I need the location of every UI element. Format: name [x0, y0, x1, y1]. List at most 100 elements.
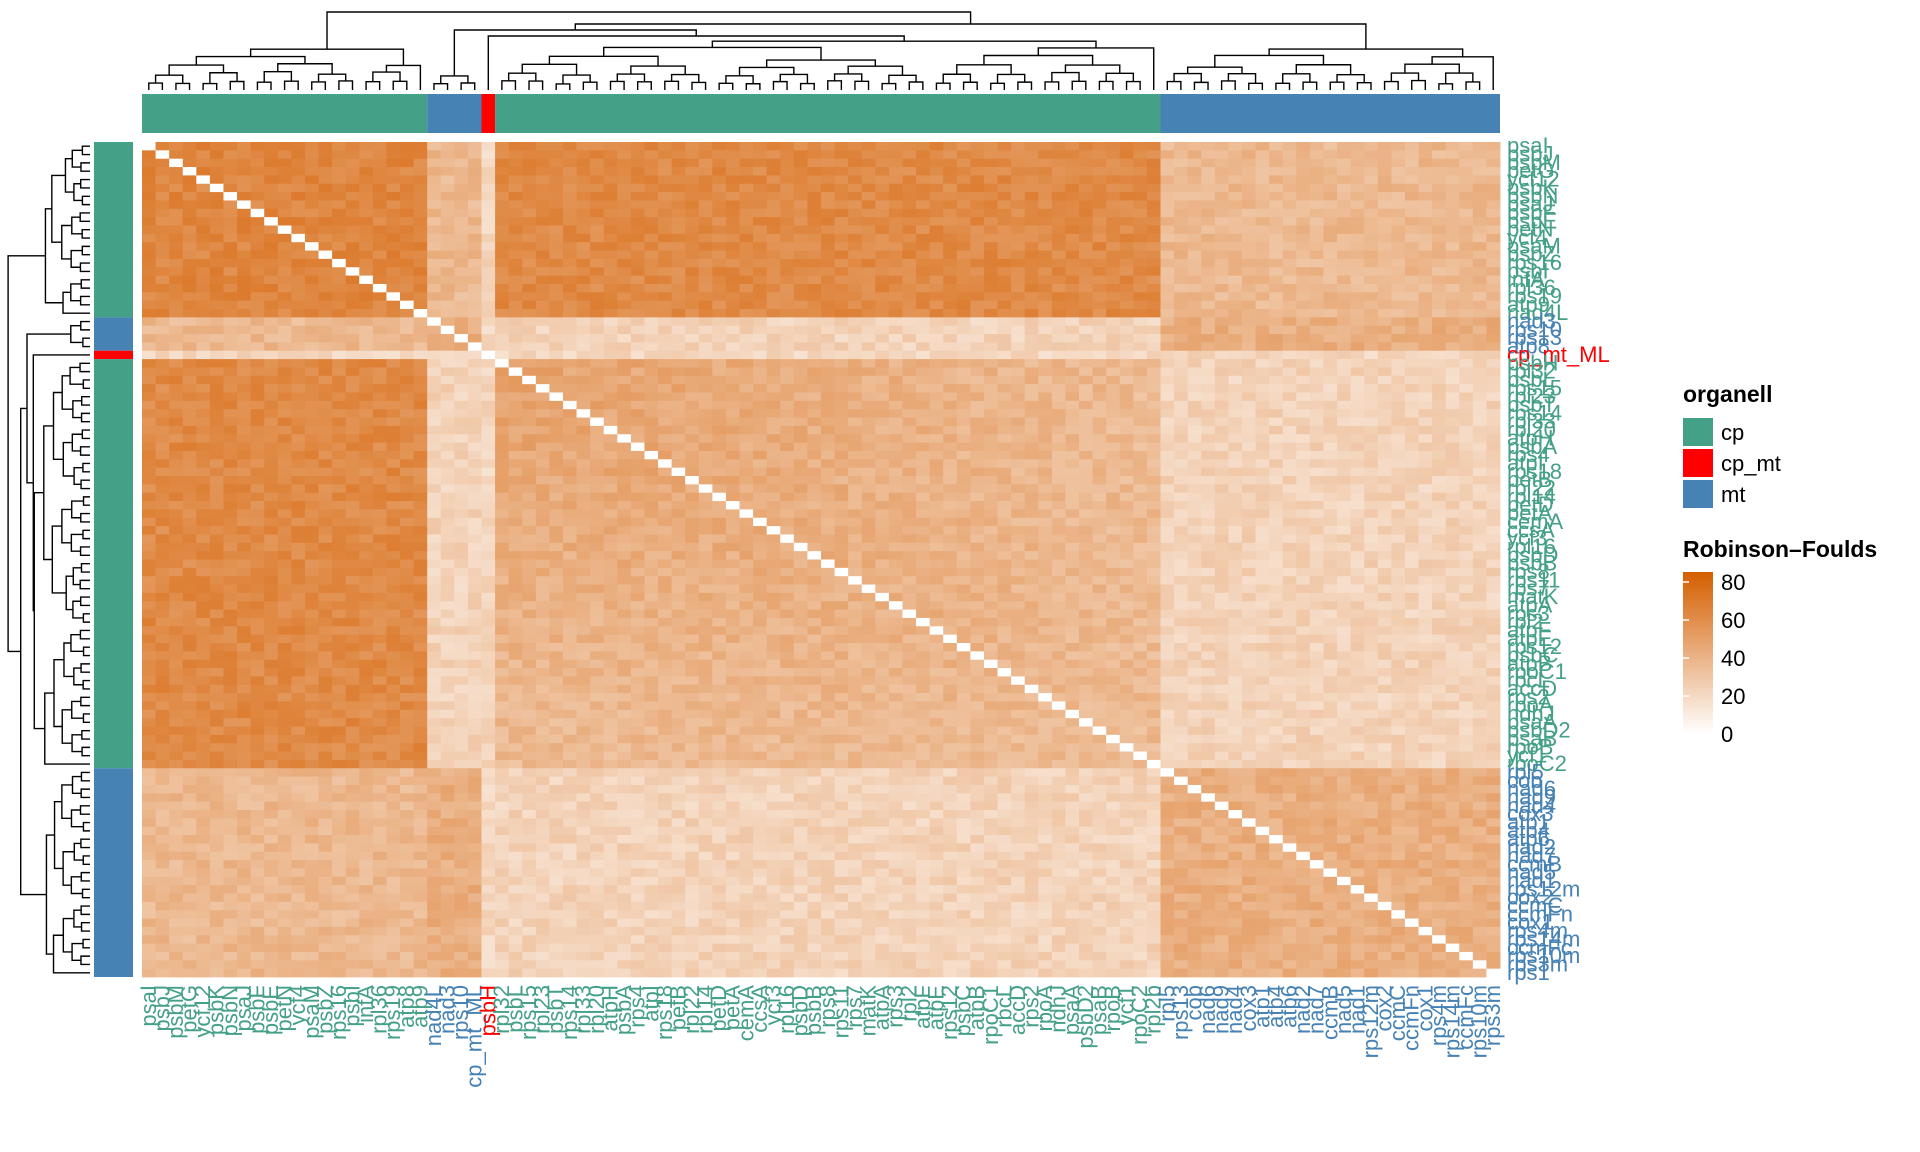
heatmap-cell — [1119, 417, 1134, 427]
heatmap-cell — [1282, 167, 1297, 176]
heatmap-cell — [467, 208, 482, 218]
heatmap-cell — [223, 217, 238, 226]
heatmap-cell — [1404, 492, 1419, 502]
heatmap-cell — [481, 233, 496, 243]
heatmap-cell — [780, 392, 795, 402]
heatmap-cell — [753, 200, 768, 210]
heatmap-cell — [821, 434, 835, 443]
heatmap-cell — [956, 392, 971, 402]
heatmap-cell — [1459, 342, 1474, 352]
heatmap-cell — [182, 142, 197, 151]
heatmap-cell — [1119, 534, 1134, 544]
heatmap-cell — [427, 526, 442, 535]
heatmap-cell — [508, 434, 523, 443]
heatmap-cell — [291, 225, 306, 235]
heatmap-cell — [1146, 450, 1161, 460]
heatmap-cell — [943, 367, 958, 377]
heatmap-cell — [821, 200, 835, 210]
heatmap-cell — [1079, 167, 1093, 176]
heatmap-cell — [1133, 317, 1148, 327]
heatmap-cell — [1119, 200, 1134, 210]
heatmap-cell — [902, 484, 917, 494]
heatmap-cell — [169, 275, 184, 285]
heatmap-cell — [1472, 359, 1487, 368]
heatmap-cell — [440, 542, 455, 552]
heatmap-cell — [576, 501, 591, 510]
heatmap-cell — [508, 409, 523, 418]
heatmap-cell — [671, 409, 686, 418]
heatmap-cell — [848, 208, 863, 218]
heatmap-cell — [182, 476, 197, 485]
heatmap-cell — [997, 292, 1012, 302]
heatmap-cell — [1309, 434, 1324, 443]
heatmap-cell — [1459, 409, 1474, 418]
heatmap-cell — [372, 208, 387, 218]
heatmap-cell — [997, 484, 1012, 494]
heatmap-cell — [821, 425, 835, 435]
heatmap-cell — [739, 442, 754, 452]
heatmap-cell — [454, 334, 469, 343]
heatmap-cell — [277, 409, 292, 418]
heatmap-cell — [1309, 342, 1324, 352]
heatmap-cell — [1309, 409, 1324, 418]
heatmap-cell — [834, 342, 849, 352]
heatmap-cell — [291, 492, 306, 502]
heatmap-cell — [209, 217, 224, 226]
heatmap-cell — [1350, 300, 1365, 310]
heatmap-cell — [562, 233, 577, 243]
heatmap-cell — [1187, 208, 1202, 218]
heatmap-cell — [1445, 342, 1460, 352]
heatmap-cell — [698, 375, 713, 385]
heatmap-cell — [209, 325, 224, 335]
heatmap-cell — [304, 183, 319, 193]
heatmap-cell — [739, 392, 754, 402]
heatmap-cell — [196, 509, 211, 519]
heatmap-cell — [658, 175, 673, 185]
heatmap-cell — [875, 150, 890, 160]
heatmap-cell — [562, 509, 577, 519]
heatmap-cell — [753, 392, 768, 402]
heatmap-cell — [1472, 501, 1487, 510]
heatmap-cell — [454, 542, 469, 552]
heatmap-cell — [427, 450, 442, 460]
heatmap-cell — [1214, 526, 1229, 535]
heatmap-cell — [359, 375, 374, 385]
heatmap-cell — [1065, 158, 1080, 168]
heatmap-cell — [793, 142, 808, 151]
heatmap-cell — [1282, 551, 1297, 560]
heatmap-cell — [345, 484, 360, 494]
heatmap-cell — [630, 442, 645, 452]
heatmap-cell — [834, 233, 849, 243]
heatmap-cell — [902, 459, 917, 469]
heatmap-cell — [1377, 192, 1392, 201]
heatmap-cell — [848, 526, 863, 535]
heatmap-cell — [929, 359, 944, 368]
heatmap-cell — [1350, 400, 1365, 410]
heatmap-cell — [209, 442, 224, 452]
heatmap-cell — [1146, 534, 1161, 544]
heatmap-cell — [1160, 150, 1175, 160]
heatmap-cell — [250, 425, 265, 435]
heatmap-cell — [1174, 551, 1189, 560]
heatmap-cell — [1404, 250, 1419, 260]
heatmap-cell — [1486, 167, 1501, 176]
heatmap-cell — [1241, 250, 1256, 260]
heatmap-cell — [1309, 225, 1324, 235]
heatmap-cell — [237, 300, 252, 310]
heatmap-cell — [264, 409, 279, 418]
heatmap-cell — [413, 476, 428, 485]
heatmap-cell — [427, 551, 442, 560]
heatmap-cell — [386, 400, 401, 410]
heatmap-cell — [997, 325, 1012, 335]
heatmap-cell — [427, 492, 442, 502]
heatmap-cell — [793, 183, 808, 193]
heatmap-cell — [1214, 501, 1229, 510]
heatmap-cell — [698, 208, 713, 218]
heatmap-cell — [1214, 409, 1229, 418]
heatmap-cell — [1364, 267, 1379, 276]
heatmap-cell — [1486, 467, 1501, 477]
heatmap-cell — [1472, 542, 1487, 552]
heatmap-cell — [576, 342, 591, 352]
heatmap-cell — [1255, 409, 1270, 418]
heatmap-cell — [861, 534, 876, 544]
